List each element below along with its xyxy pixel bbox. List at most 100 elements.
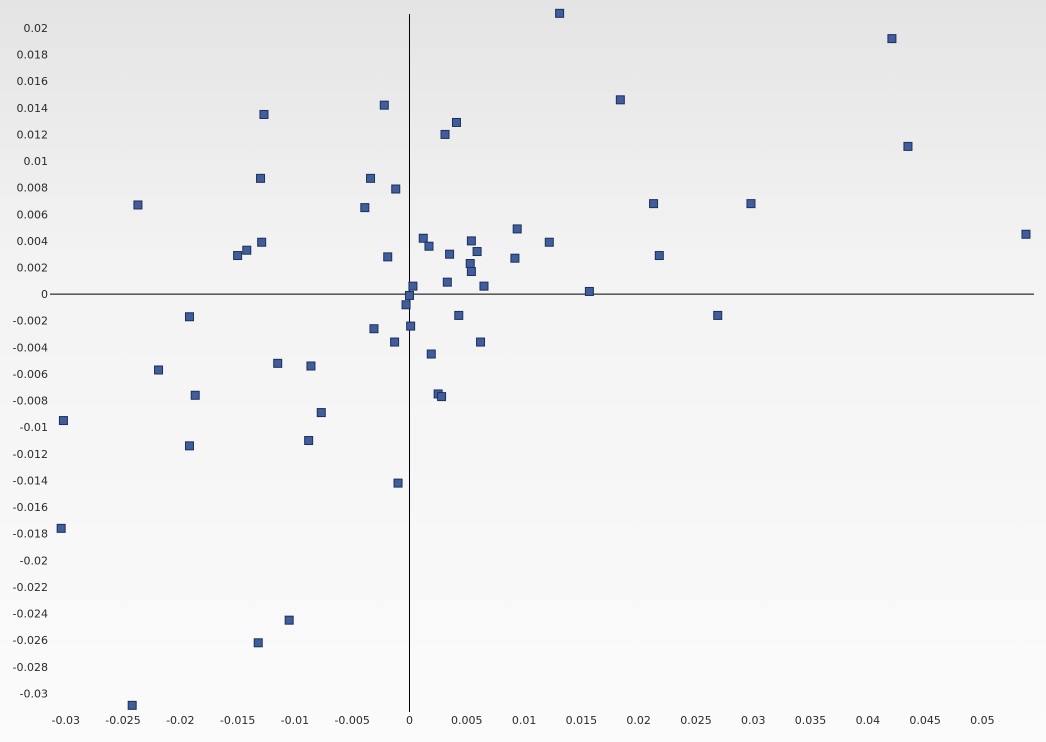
data-point-marker (133, 200, 143, 210)
y-tick-label: -0.01 (20, 421, 48, 434)
data-point-marker (476, 337, 486, 347)
data-points (56, 8, 1031, 710)
data-point-marker (451, 117, 461, 127)
data-point-marker (154, 365, 164, 375)
data-point-marker (654, 251, 664, 261)
data-point-marker (379, 100, 389, 110)
data-point-marker (393, 478, 403, 488)
data-point-marker (56, 523, 66, 533)
x-tick-label: 0.035 (795, 714, 827, 727)
data-point-marker (369, 324, 379, 334)
data-point-marker (401, 300, 411, 310)
y-tick-label: -0.022 (13, 581, 48, 594)
data-point-marker (408, 281, 418, 291)
y-tick-label: -0.026 (13, 634, 48, 647)
data-point-marker (445, 249, 455, 259)
x-tick-labels: -0.03 -0.025 -0.02 -0.015 -0.01 -0.005 0 0.005 0… (51, 714, 994, 727)
x-tick-label: 0.015 (566, 714, 598, 727)
y-tick-label: -0.008 (13, 395, 48, 408)
data-point-marker (184, 312, 194, 322)
data-point-marker (360, 203, 370, 213)
data-point-marker (406, 321, 416, 331)
data-point-marker (454, 310, 464, 320)
data-point-marker (555, 8, 565, 18)
x-tick-label: -0.005 (334, 714, 369, 727)
y-tick-labels: 0.02 0.018 0.016 0.014 0.012 0.01 0.008 0.006 0.… (13, 22, 48, 700)
data-point-marker (273, 358, 283, 368)
x-tick-label: -0.015 (220, 714, 255, 727)
x-tick-label: 0.025 (680, 714, 712, 727)
data-point-marker (442, 277, 452, 287)
x-tick-label: 0.01 (512, 714, 537, 727)
x-tick-label: 0.02 (626, 714, 651, 727)
y-tick-label: -0.024 (13, 608, 48, 621)
data-point-marker (903, 141, 913, 151)
data-point-marker (383, 252, 393, 262)
data-point-marker (233, 251, 243, 261)
y-tick-label: 0.006 (17, 208, 49, 221)
data-point-marker (713, 310, 723, 320)
data-point-marker (284, 615, 294, 625)
y-tick-label: 0.018 (17, 49, 49, 62)
y-tick-label: -0.012 (13, 448, 48, 461)
data-point-marker (512, 224, 522, 234)
data-point-marker (466, 267, 476, 277)
y-tick-label: 0.01 (24, 155, 49, 168)
data-point-marker (472, 247, 482, 257)
x-tick-label: -0.01 (281, 714, 309, 727)
data-point-marker (256, 173, 266, 183)
data-point-marker (887, 34, 897, 44)
data-point-marker (615, 95, 625, 105)
x-tick-label: 0.04 (856, 714, 881, 727)
data-point-marker (259, 109, 269, 119)
y-tick-label: 0.012 (17, 128, 49, 141)
x-tick-label: 0.005 (451, 714, 483, 727)
data-point-marker (466, 236, 476, 246)
y-tick-label: -0.02 (20, 554, 48, 567)
data-point-marker (510, 253, 520, 263)
data-point-marker (404, 290, 414, 300)
data-point-marker (366, 173, 376, 183)
x-tick-label: 0 (406, 714, 413, 727)
y-tick-label: -0.03 (20, 687, 48, 700)
x-tick-label: 0.045 (909, 714, 941, 727)
y-tick-label: 0.004 (17, 235, 49, 248)
data-point-marker (465, 259, 475, 269)
data-point-marker (437, 392, 447, 402)
x-tick-label: -0.02 (166, 714, 194, 727)
data-point-marker (391, 184, 401, 194)
y-tick-label: -0.016 (13, 501, 48, 514)
x-tick-label: -0.03 (51, 714, 79, 727)
y-tick-label: 0.008 (17, 182, 49, 195)
data-point-marker (584, 286, 594, 296)
y-tick-label: 0.014 (17, 102, 49, 115)
data-point-marker (649, 199, 659, 209)
x-tick-label: 0.03 (741, 714, 766, 727)
y-tick-label: -0.014 (13, 474, 48, 487)
y-tick-label: -0.002 (13, 315, 48, 328)
y-tick-label: 0 (41, 288, 48, 301)
data-point-marker (390, 337, 400, 347)
y-tick-label: -0.006 (13, 368, 48, 381)
axes (50, 14, 1034, 712)
data-point-marker (426, 349, 436, 359)
data-point-marker (479, 281, 489, 291)
x-tick-label: -0.025 (105, 714, 140, 727)
data-point-marker (257, 237, 267, 247)
y-tick-label: -0.004 (13, 341, 48, 354)
data-point-marker (304, 436, 314, 446)
y-tick-label: 0.016 (17, 75, 49, 88)
data-point-marker (316, 408, 326, 418)
data-point-marker (418, 233, 428, 243)
data-point-marker (440, 129, 450, 139)
data-point-marker (424, 241, 434, 251)
data-point-marker (184, 441, 194, 451)
data-point-marker (1021, 229, 1031, 239)
x-tick-label: 0.05 (970, 714, 995, 727)
data-point-marker (127, 700, 137, 710)
data-point-marker (306, 361, 316, 371)
y-tick-label: -0.018 (13, 528, 48, 541)
data-point-marker (544, 237, 554, 247)
y-tick-label: -0.028 (13, 661, 48, 674)
